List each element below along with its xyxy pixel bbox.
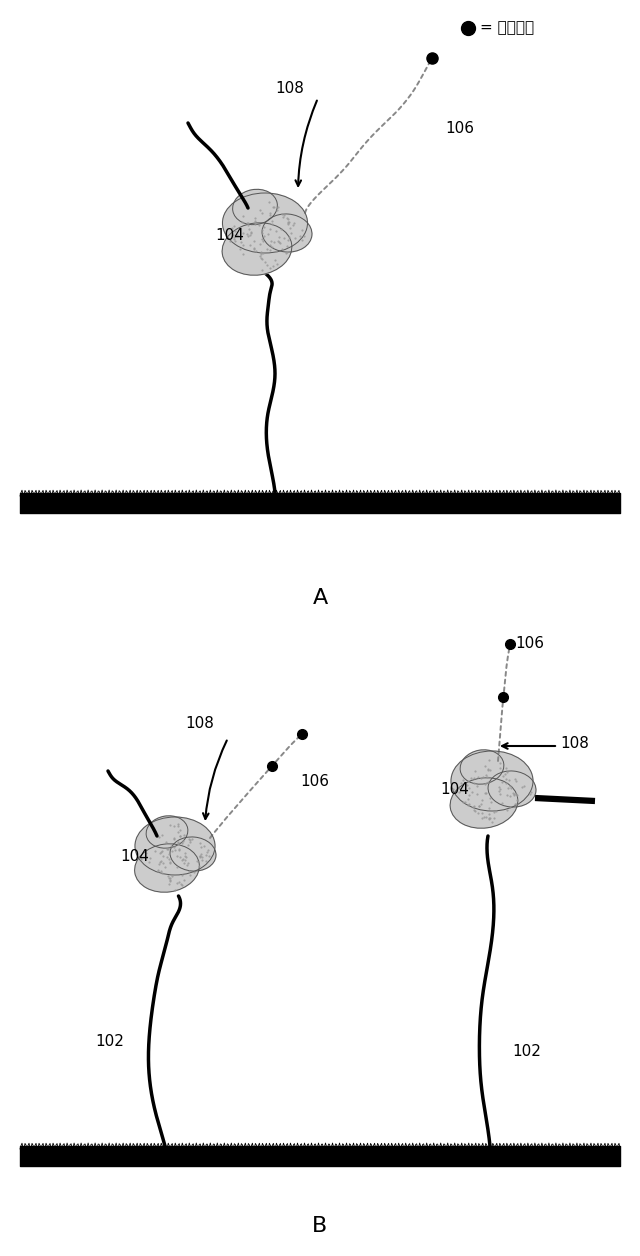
Ellipse shape [170,836,216,872]
Ellipse shape [222,222,292,275]
Text: 108: 108 [560,736,589,751]
Ellipse shape [135,816,215,875]
Ellipse shape [460,750,504,784]
Ellipse shape [450,777,518,828]
Text: 104: 104 [440,782,469,798]
Text: 108: 108 [185,716,214,731]
Text: = 停止塩基: = 停止塩基 [480,20,534,35]
Ellipse shape [134,844,199,892]
Text: 106: 106 [445,121,474,136]
Text: 104: 104 [120,849,149,864]
Ellipse shape [262,214,312,252]
Ellipse shape [223,193,307,252]
Text: 104: 104 [215,229,244,242]
Text: B: B [312,1216,328,1236]
Text: A: A [312,588,328,608]
Text: 108: 108 [275,80,304,95]
Ellipse shape [451,751,533,811]
Text: 106: 106 [515,636,544,651]
Ellipse shape [146,816,188,848]
Ellipse shape [488,771,536,808]
Ellipse shape [232,190,277,225]
Text: 102: 102 [95,1034,124,1049]
Text: 102: 102 [512,1044,541,1059]
Text: 106: 106 [300,774,329,789]
